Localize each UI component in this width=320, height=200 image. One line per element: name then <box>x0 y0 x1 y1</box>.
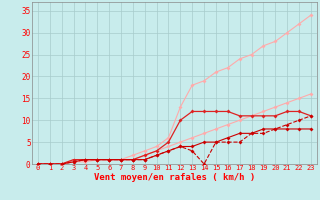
X-axis label: Vent moyen/en rafales ( km/h ): Vent moyen/en rafales ( km/h ) <box>94 173 255 182</box>
